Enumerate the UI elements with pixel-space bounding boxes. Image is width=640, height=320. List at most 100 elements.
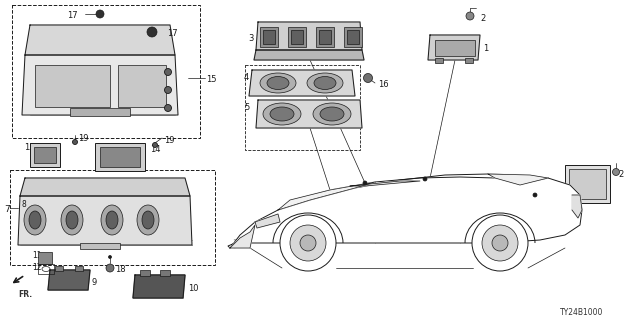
Ellipse shape [320,107,344,121]
Polygon shape [350,181,420,186]
Text: TY24B1000: TY24B1000 [560,308,604,317]
Ellipse shape [24,205,46,235]
Text: 13: 13 [24,143,35,152]
Bar [465,58,473,63]
Polygon shape [18,196,192,245]
Ellipse shape [314,76,336,90]
Text: 17: 17 [67,11,77,20]
Circle shape [482,225,518,261]
Bar [160,270,170,276]
Text: 16: 16 [378,80,388,89]
Bar [55,266,63,271]
Circle shape [290,225,326,261]
Bar [319,30,331,44]
Circle shape [612,169,620,175]
Ellipse shape [66,211,78,229]
Polygon shape [278,182,375,210]
Polygon shape [256,100,362,128]
Bar [344,27,362,47]
Bar [565,165,610,203]
Bar [291,30,303,44]
Ellipse shape [137,205,159,235]
Bar [35,65,110,107]
Bar [70,108,130,116]
Bar [100,147,140,167]
Text: 17: 17 [167,29,178,38]
Polygon shape [488,174,548,185]
Ellipse shape [101,205,123,235]
Text: 10: 10 [188,284,198,293]
Ellipse shape [142,211,154,229]
Circle shape [96,10,104,18]
Polygon shape [48,270,90,290]
Circle shape [164,68,172,76]
Bar [435,40,475,56]
Bar [75,266,83,271]
Text: 11: 11 [32,251,42,260]
Bar [12,5,200,138]
Text: 2: 2 [618,170,623,179]
Bar [10,170,215,265]
Text: 4: 4 [244,73,249,82]
Polygon shape [428,35,480,60]
Polygon shape [230,225,255,248]
Circle shape [364,74,372,83]
Text: 14: 14 [150,145,161,154]
Bar [245,65,360,150]
Bar [260,27,278,47]
Polygon shape [254,50,364,60]
Bar [80,243,120,249]
Bar [34,147,56,163]
Ellipse shape [313,103,351,125]
Circle shape [472,215,528,271]
Circle shape [533,193,537,197]
Bar [38,252,52,264]
Polygon shape [25,25,175,55]
Polygon shape [255,214,280,228]
Circle shape [72,140,77,145]
Ellipse shape [270,107,294,121]
Text: 9: 9 [92,278,97,287]
Text: 15: 15 [206,75,216,84]
Polygon shape [249,70,355,96]
Bar [38,264,54,274]
Polygon shape [133,275,185,298]
Text: 7: 7 [4,205,10,214]
Circle shape [423,177,427,181]
Circle shape [152,142,157,148]
Circle shape [106,264,114,272]
Circle shape [492,235,508,251]
Circle shape [280,215,336,271]
Polygon shape [22,55,178,115]
Text: 1: 1 [483,44,488,53]
Polygon shape [20,178,190,196]
Circle shape [164,86,172,93]
Ellipse shape [29,211,41,229]
Polygon shape [572,195,582,218]
Ellipse shape [263,103,301,125]
Ellipse shape [307,73,343,93]
Text: 18: 18 [115,265,125,274]
Bar [435,58,443,63]
Text: 12: 12 [32,263,42,272]
Circle shape [300,235,316,251]
Text: 5: 5 [244,103,249,112]
Text: 19: 19 [78,134,88,143]
Bar [118,65,166,107]
Ellipse shape [260,73,296,93]
Polygon shape [228,174,582,248]
Text: 8: 8 [22,200,27,209]
Circle shape [363,181,367,185]
Circle shape [164,105,172,111]
Bar [347,30,359,44]
Bar [288,27,306,47]
Bar [30,143,60,167]
Text: 19: 19 [164,136,175,145]
Text: 6: 6 [560,206,565,215]
Bar [140,270,150,276]
Bar [316,27,334,47]
Bar [569,169,606,199]
Ellipse shape [106,211,118,229]
Ellipse shape [61,205,83,235]
Ellipse shape [267,76,289,90]
